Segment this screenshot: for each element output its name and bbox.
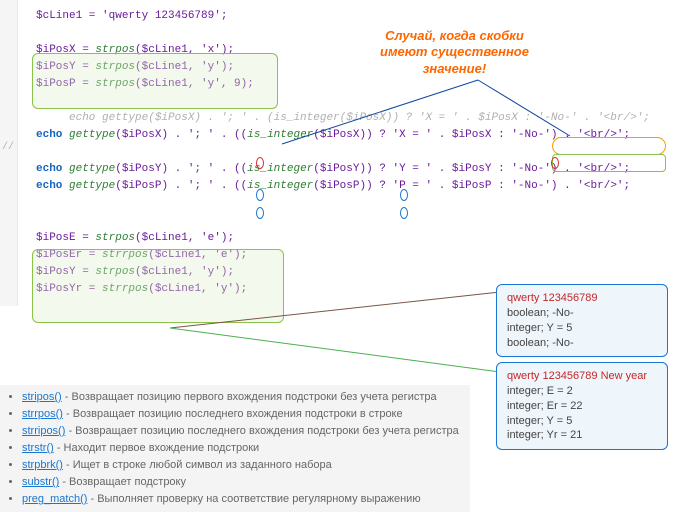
code-line: $iPosY = strpos($cLine1, 'y'); bbox=[36, 264, 677, 281]
output-box-2: qwerty 123456789 New year integer; E = 2… bbox=[496, 362, 668, 450]
fn-link[interactable]: stripos() bbox=[22, 391, 62, 403]
list-item: stripos() - Возвращает позицию первого в… bbox=[22, 389, 462, 406]
list-item: strripos() - Возвращает позицию последне… bbox=[22, 423, 462, 440]
output-row: boolean; -No- bbox=[507, 306, 657, 321]
list-item: strrpos() - Возвращает позицию последнег… bbox=[22, 406, 462, 423]
output-box-1: qwerty 123456789 boolean; -No- integer; … bbox=[496, 284, 668, 357]
output-header: qwerty 123456789 bbox=[507, 291, 657, 306]
callout-text: Случай, когда скобки имеют существенное … bbox=[380, 28, 529, 77]
fn-link[interactable]: strstr() bbox=[22, 442, 54, 454]
code-line: $iPosX = strpos($cLine1, 'x'); bbox=[36, 42, 677, 59]
code-line: $cLine1 = 'qwerty 123456789'; bbox=[36, 8, 677, 25]
code-line: $iPosE = strpos($cLine1, 'e'); bbox=[36, 230, 677, 247]
code-line: $iPosEr = strrpos($cLine1, 'e'); bbox=[36, 247, 677, 264]
code-line-commented: echo gettype($iPosX) . '; ' . (is_intege… bbox=[36, 110, 677, 127]
fn-link[interactable]: strripos() bbox=[22, 425, 65, 437]
code-line: $iPosY = strpos($cLine1, 'y'); bbox=[36, 59, 677, 76]
fn-link[interactable]: strrpos() bbox=[22, 408, 63, 420]
list-item: strstr() - Находит первое вхождение подс… bbox=[22, 440, 462, 457]
code-line: echo gettype($iPosP) . '; ' . ((is_integ… bbox=[36, 178, 677, 195]
list-item: strpbrk() - Ищет в строке любой символ и… bbox=[22, 457, 462, 474]
fn-link[interactable]: preg_match() bbox=[22, 493, 87, 505]
code-line: echo gettype($iPosX) . '; ' . ((is_integ… bbox=[36, 127, 677, 144]
code-line: $iPosP = strpos($cLine1, 'y', 9); bbox=[36, 76, 677, 93]
output-row: integer; Y = 5 bbox=[507, 414, 657, 429]
output-row: boolean; -No- bbox=[507, 336, 657, 351]
function-reference-list: stripos() - Возвращает позицию первого в… bbox=[0, 385, 470, 512]
output-row: integer; Yr = 21 bbox=[507, 428, 657, 443]
code-line: echo gettype($iPosY) . '; ' . ((is_integ… bbox=[36, 161, 677, 178]
output-row: integer; Er = 22 bbox=[507, 399, 657, 414]
gutter-comment-slashes: // bbox=[2, 140, 14, 156]
code-editor: // $cLine1 = 'qwerty 123456789'; $iPosX … bbox=[0, 0, 677, 306]
fn-link[interactable]: strpbrk() bbox=[22, 459, 63, 471]
fn-link[interactable]: substr() bbox=[22, 476, 59, 488]
list-item: substr() - Возвращает подстроку bbox=[22, 474, 462, 491]
output-row: integer; E = 2 bbox=[507, 384, 657, 399]
output-header: qwerty 123456789 New year bbox=[507, 369, 657, 384]
output-row: integer; Y = 5 bbox=[507, 321, 657, 336]
